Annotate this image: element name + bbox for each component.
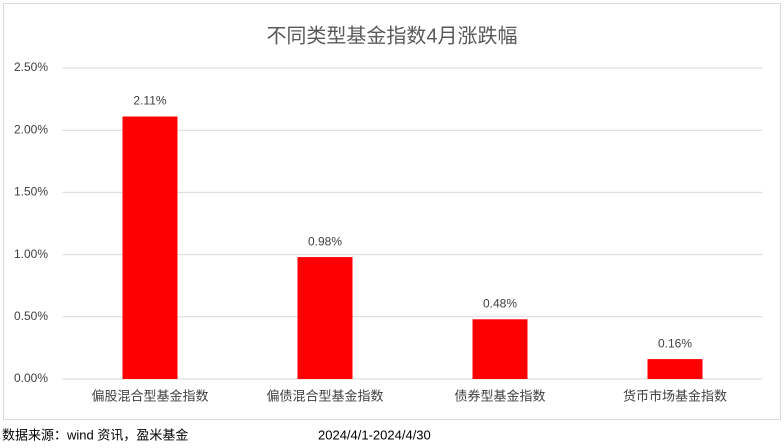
period-note: 2024/4/1-2024/4/30 xyxy=(318,427,431,442)
y-tick-label: 0.50% xyxy=(14,309,48,323)
data-label: 0.48% xyxy=(483,296,517,310)
chart-frame xyxy=(3,3,781,420)
x-tick-label: 货币市场基金指数 xyxy=(623,388,727,403)
x-tick-label: 偏股混合型基金指数 xyxy=(91,388,208,403)
bar xyxy=(647,359,703,379)
data-label: 0.16% xyxy=(658,336,692,350)
bar xyxy=(297,257,353,379)
chart-title: 不同类型基金指数4月涨跌幅 xyxy=(266,24,517,47)
y-tick-label: 2.50% xyxy=(14,60,48,74)
x-tick-label: 债券型基金指数 xyxy=(454,388,545,403)
data-label: 2.11% xyxy=(133,94,166,108)
bar xyxy=(122,116,178,380)
x-tick-label: 偏债混合型基金指数 xyxy=(266,388,383,403)
bar xyxy=(472,319,528,379)
y-tick-label: 1.50% xyxy=(14,185,48,199)
data-label: 0.98% xyxy=(308,234,342,248)
y-tick-label: 1.00% xyxy=(14,247,48,261)
source-note: 数据来源：wind 资讯，盈米基金 xyxy=(2,427,188,442)
y-tick-label: 0.00% xyxy=(14,371,48,385)
y-tick-label: 2.00% xyxy=(14,122,48,136)
